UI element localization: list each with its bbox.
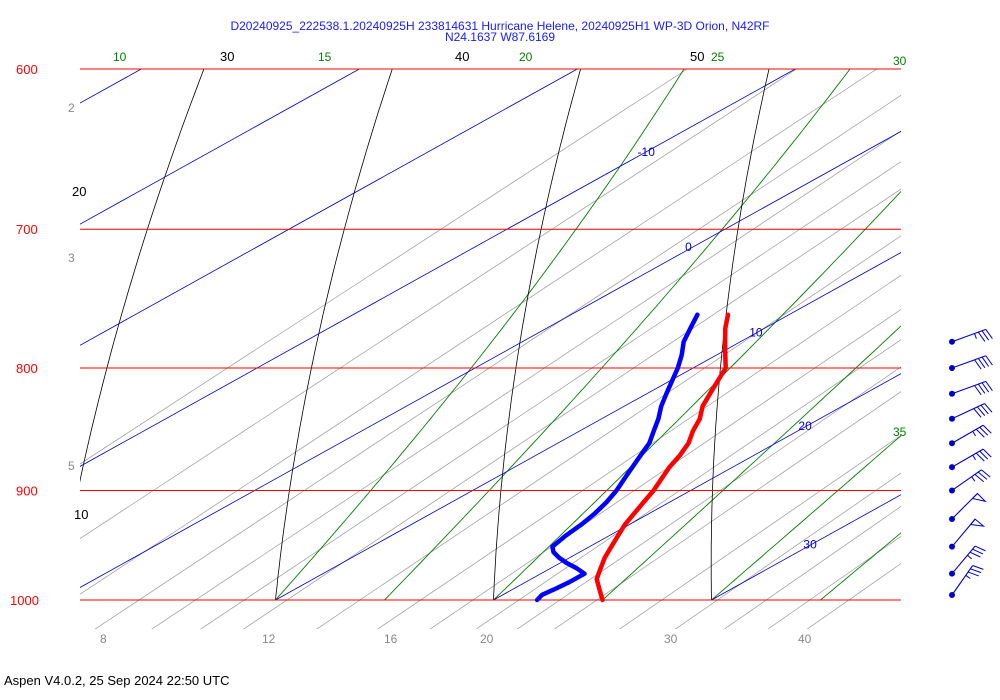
mixing-ratio-label: 5 [68, 459, 75, 473]
dry-adiabat-line [275, 69, 393, 601]
mixing-ratio-line [200, 161, 901, 629]
moist-adiabat-label: 30 [893, 54, 907, 68]
moist-adiabat-label: 15 [318, 50, 332, 64]
isotherm-line [80, 69, 796, 467]
isotherm-label: 20 [798, 419, 812, 433]
isotherm-line [80, 69, 578, 346]
mixing-ratio-line [377, 274, 901, 629]
wind-barb [949, 469, 991, 494]
mixing-ratio-label: 40 [798, 632, 812, 646]
isotherm-label: -10 [638, 145, 656, 159]
isotherm-label: 30 [803, 537, 817, 551]
mixing-ratio-line [429, 309, 901, 629]
moist-adiabat-label: 10 [113, 50, 127, 64]
isotherm-line [80, 69, 142, 104]
dry-adiabat-line [710, 69, 770, 601]
isotherm-label: 10 [749, 325, 763, 339]
mixing-ratio-line [619, 434, 901, 629]
wind-barb [949, 380, 993, 397]
dry-adiabat-line [80, 69, 205, 483]
dry-adiabat-label: 50 [690, 49, 704, 64]
moist-adiabat-line [275, 69, 685, 601]
pressure-tick-label: 700 [16, 222, 38, 237]
pressure-tick-label: 800 [16, 361, 38, 376]
dry-adiabat-line [0, 0, 48, 600]
mixing-ratio-line [151, 130, 901, 629]
series-dewpoint [534, 312, 700, 603]
series-temperature [594, 312, 731, 603]
mixing-ratio-line [674, 472, 901, 629]
moist-adiabat-line [384, 69, 851, 601]
mixing-ratio-line [80, 69, 688, 465]
mixing-ratio-label: 30 [664, 632, 678, 646]
dry-adiabat-label: 30 [220, 49, 234, 64]
mixing-ratio-line [94, 94, 901, 629]
mixing-ratio-line [80, 69, 877, 595]
isotherm-line [711, 494, 901, 601]
pressure-tick-label: 600 [16, 62, 38, 77]
wind-barb [949, 424, 992, 447]
wind-barb [949, 355, 993, 372]
moist-adiabat-line [602, 325, 901, 601]
chart-subtitle: N24.1637 W87.6169 [444, 30, 556, 44]
mixing-ratio-label: 12 [262, 632, 276, 646]
mixing-ratio-line [806, 563, 901, 629]
mixing-ratio-line [243, 188, 901, 629]
mixing-ratio-label: 3 [68, 251, 75, 265]
wind-barb [949, 492, 987, 522]
wind-barb [949, 403, 993, 422]
footer-text: Aspen V4.0.2, 25 Sep 2024 22:50 UTC [4, 673, 230, 688]
moist-adiabat-line [711, 435, 901, 601]
isotherm-label: 0 [685, 240, 692, 254]
moist-adiabat-label: 35 [893, 425, 907, 439]
isotherm-line [275, 252, 901, 601]
dry-adiabat-line [924, 0, 972, 600]
mixing-ratio-line [80, 69, 797, 539]
wind-barb [949, 545, 986, 577]
mixing-ratio-label: 2 [68, 101, 75, 115]
wind-barb [949, 448, 992, 471]
dry-adiabat-label: 40 [455, 49, 469, 64]
wind-barb [949, 565, 984, 598]
moist-adiabat-label: 20 [519, 50, 533, 64]
mixing-ratio-line [723, 505, 901, 629]
moist-adiabat-label: 25 [711, 50, 725, 64]
mixing-ratio-label: 20 [480, 632, 494, 646]
wind-barb [949, 328, 993, 345]
isotherm-line [493, 373, 901, 601]
isotherm-line [80, 69, 360, 225]
mixing-ratio-line [767, 535, 901, 629]
isotherm-line [80, 130, 901, 588]
dry-adiabat-line [493, 69, 582, 601]
moist-adiabat-line [493, 190, 901, 601]
wind-barb [949, 518, 986, 550]
pressure-tick-label: 1000 [10, 593, 39, 608]
mixing-ratio-label: 8 [100, 632, 107, 646]
pressure-tick-label: 900 [16, 483, 38, 498]
mixing-ratio-line [553, 391, 901, 629]
dry-adiabat-label: 20 [72, 184, 86, 199]
dry-adiabat-label: 10 [74, 507, 88, 522]
mixing-ratio-line [475, 339, 901, 629]
mixing-ratio-line [516, 366, 901, 629]
chart-title: D20240925_222538.1.20240925H 233814631 H… [230, 19, 770, 33]
mixing-ratio-label: 16 [384, 632, 398, 646]
